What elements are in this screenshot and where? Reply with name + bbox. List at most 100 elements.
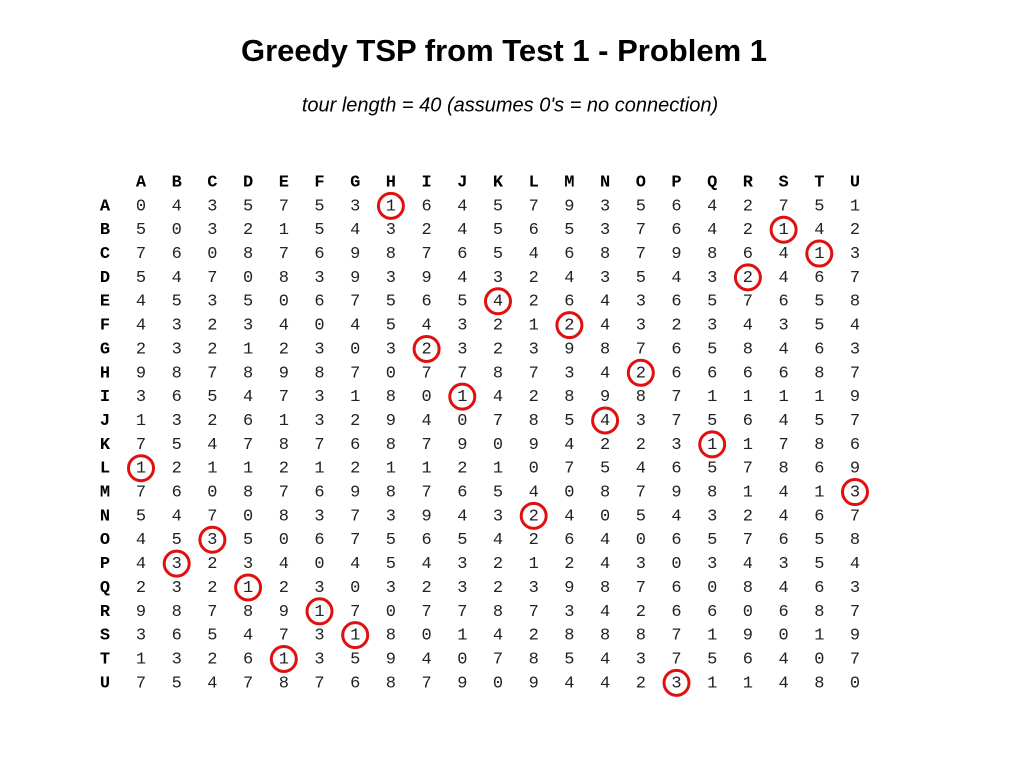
cell: 4 <box>136 317 146 336</box>
cell: 1 <box>136 460 146 479</box>
cell: 2 <box>636 674 646 693</box>
cell: 7 <box>636 245 646 264</box>
cell: 4 <box>778 269 788 288</box>
tour-circle <box>412 334 441 363</box>
cell: 6 <box>671 603 681 622</box>
cell: 6 <box>743 650 753 669</box>
tour-circle <box>519 501 548 530</box>
cell: 2 <box>636 436 646 455</box>
cell: 3 <box>457 317 467 336</box>
cell: 2 <box>493 555 503 574</box>
cell: 2 <box>671 317 681 336</box>
cell: 7 <box>279 197 289 216</box>
cell: 5 <box>207 388 217 407</box>
cell: 1 <box>136 650 146 669</box>
cell: 7 <box>850 507 860 526</box>
cell: 5 <box>350 650 360 669</box>
cell: 5 <box>386 531 396 550</box>
cell: 4 <box>600 603 610 622</box>
column-header: S <box>778 173 788 192</box>
cell: 6 <box>814 579 824 598</box>
cell: 4 <box>600 674 610 693</box>
cell: 7 <box>743 293 753 312</box>
cell: 4 <box>172 197 182 216</box>
cell: 6 <box>671 221 681 240</box>
cell: 7 <box>529 197 539 216</box>
cell: 7 <box>207 507 217 526</box>
cell: 0 <box>421 388 431 407</box>
cell: 6 <box>778 531 788 550</box>
cell: 1 <box>529 317 539 336</box>
cell: 3 <box>600 221 610 240</box>
cell: 5 <box>493 484 503 503</box>
cell: 3 <box>172 317 182 336</box>
column-header: U <box>850 173 860 192</box>
cell: 1 <box>814 245 824 264</box>
row-header: B <box>100 221 110 240</box>
cell: 4 <box>564 674 574 693</box>
cell: 0 <box>707 579 717 598</box>
cell: 7 <box>743 460 753 479</box>
cell: 9 <box>850 460 860 479</box>
cell: 4 <box>207 674 217 693</box>
cell: 9 <box>421 269 431 288</box>
cell: 8 <box>814 674 824 693</box>
cell: 2 <box>421 340 431 359</box>
cell: 3 <box>314 412 324 431</box>
cell: 4 <box>778 245 788 264</box>
tour-circle <box>448 382 477 411</box>
cell: 4 <box>600 531 610 550</box>
cell: 4 <box>207 436 217 455</box>
cell: 4 <box>421 555 431 574</box>
cell: 5 <box>564 412 574 431</box>
cell: 4 <box>671 269 681 288</box>
cell: 5 <box>707 531 717 550</box>
cell: 2 <box>850 221 860 240</box>
cell: 0 <box>386 603 396 622</box>
cell: 8 <box>564 388 574 407</box>
cell: 8 <box>243 364 253 383</box>
cell: 2 <box>207 317 217 336</box>
cell: 2 <box>529 627 539 646</box>
cell: 7 <box>279 484 289 503</box>
cell: 3 <box>314 650 324 669</box>
tour-circle <box>769 215 798 244</box>
cell: 4 <box>457 221 467 240</box>
cell: 1 <box>814 388 824 407</box>
cell: 4 <box>243 627 253 646</box>
cell: 2 <box>136 340 146 359</box>
cell: 3 <box>457 555 467 574</box>
cell: 7 <box>493 412 503 431</box>
cell: 6 <box>671 460 681 479</box>
cell: 9 <box>564 340 574 359</box>
tour-circle <box>162 549 191 578</box>
row-header: M <box>100 484 110 503</box>
cell: 9 <box>600 388 610 407</box>
cell: 7 <box>778 436 788 455</box>
cell: 3 <box>457 579 467 598</box>
cell: 4 <box>136 531 146 550</box>
cell: 2 <box>207 579 217 598</box>
cell: 4 <box>707 221 717 240</box>
cell: 6 <box>421 293 431 312</box>
cell: 8 <box>386 674 396 693</box>
cell: 8 <box>279 507 289 526</box>
cell: 3 <box>493 507 503 526</box>
cell: 0 <box>243 507 253 526</box>
cell: 7 <box>350 293 360 312</box>
cell: 7 <box>421 364 431 383</box>
cell: 2 <box>207 412 217 431</box>
cell: 5 <box>636 197 646 216</box>
row-header: F <box>100 317 110 336</box>
column-header: Q <box>707 173 717 192</box>
cell: 8 <box>529 650 539 669</box>
cell: 5 <box>707 460 717 479</box>
cell: 3 <box>850 579 860 598</box>
cell: 5 <box>493 245 503 264</box>
cell: 9 <box>279 364 289 383</box>
cell: 3 <box>600 269 610 288</box>
cell: 5 <box>457 293 467 312</box>
cell: 9 <box>386 650 396 669</box>
cell: 8 <box>600 245 610 264</box>
cell: 3 <box>207 221 217 240</box>
